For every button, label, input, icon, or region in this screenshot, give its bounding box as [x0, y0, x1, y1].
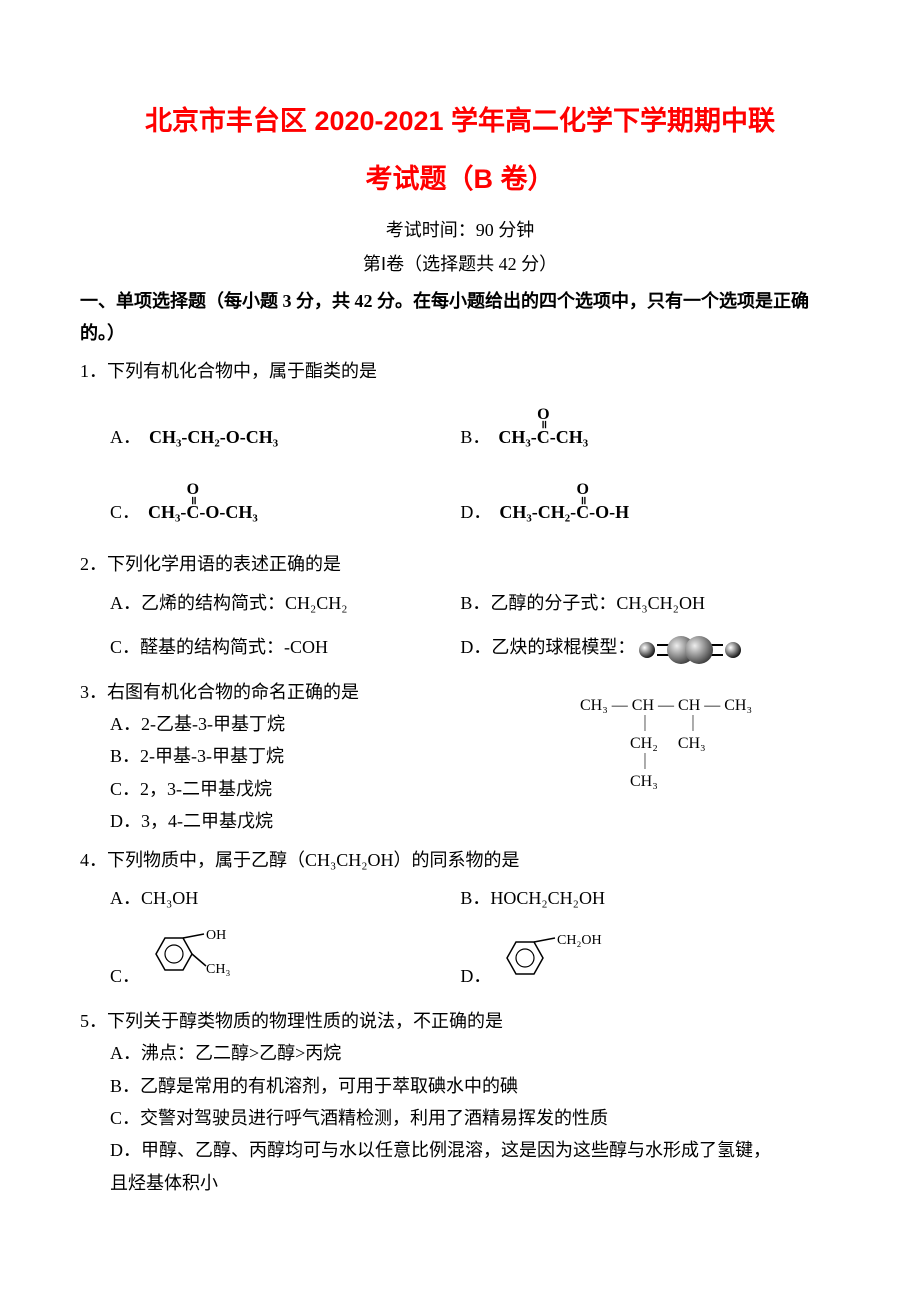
- q4-option-c: C． OH CH₃: [110, 926, 460, 992]
- q4d-sub: CH₂OH: [557, 933, 602, 948]
- q1-optC-suffix: -O-CH₃: [199, 502, 257, 522]
- q4-option-b: B．HOCH₂CH₂OH: [460, 882, 810, 914]
- q3-option-d: D．3，4-二甲基戊烷: [110, 805, 580, 837]
- question-3: 3．右图有机化合物的命名正确的是 A．2-乙基-3-甲基丁烷 B．2-甲基-3-…: [80, 676, 840, 838]
- q2-option-c: C．醛基的结构简式：-COH: [110, 631, 460, 663]
- question-2: 2．下列化学用语的表述正确的是 A．乙烯的结构简式：CH₂CH₂ B．乙醇的分子…: [80, 548, 840, 669]
- q1-optB-label: B．: [460, 421, 490, 453]
- carbonyl-icon: O॥C: [576, 483, 589, 520]
- q4-option-d: D． CH₂OH: [460, 926, 810, 992]
- q1-optD-prefix: CH₃-CH₂-: [499, 502, 576, 522]
- q4-optD-label: D．: [460, 960, 491, 992]
- q4-text: 4．下列物质中，属于乙醇（CH₃CH₂OH）的同系物的是: [80, 844, 840, 876]
- q4c-sub2: CH₃: [206, 962, 230, 977]
- q2-option-a: A．乙烯的结构简式：CH₂CH₂: [110, 587, 460, 619]
- q1-optD-suffix: -O-H: [589, 502, 629, 522]
- question-1: 1．下列有机化合物中，属于酯类的是 A． CH₃-CH₂-O-CH₃ B． CH…: [80, 355, 840, 534]
- q5-option-b: B．乙醇是常用的有机溶剂，可用于萃取碘水中的碘: [110, 1070, 840, 1102]
- q3-struct-r2l: CH₂: [630, 735, 658, 752]
- q1-optB-suffix: -CH₃: [550, 427, 588, 447]
- q3-struct-row1: CH₃ — CH — CH — CH₃: [580, 696, 840, 715]
- q1-optA-label: A．: [110, 421, 141, 453]
- q5-option-a: A．沸点：乙二醇>乙醇>丙烷: [110, 1037, 840, 1069]
- q3-option-c: C．2，3-二甲基戊烷: [110, 773, 580, 805]
- q2-option-b: B．乙醇的分子式：CH₃CH₂OH: [460, 587, 810, 619]
- q3-option-a: A．2-乙基-3-甲基丁烷: [110, 708, 580, 740]
- section1-title: 一、单项选择题（每小题 3 分，共 42 分。在每小题给出的四个选项中，只有一个…: [80, 285, 840, 350]
- part1-header: 第Ⅰ卷（选择题共 42 分）: [80, 248, 840, 280]
- q1-optD-label: D．: [460, 496, 491, 528]
- q3-text: 3．右图有机化合物的命名正确的是: [80, 676, 580, 708]
- q2-option-d: D．乙炔的球棍模型：: [460, 631, 810, 663]
- q2-optD-text: D．乙炔的球棍模型：: [460, 631, 635, 663]
- question-4: 4．下列物质中，属于乙醇（CH₃CH₂OH）的同系物的是 A．CH₃OH B．H…: [80, 844, 840, 999]
- carbonyl-icon: O॥C: [186, 483, 199, 520]
- q2-text: 2．下列化学用语的表述正确的是: [80, 548, 840, 580]
- q1-option-a: A． CH₃-CH₂-O-CH₃: [110, 408, 460, 453]
- q3-struct-r2r: CH₃: [678, 735, 706, 752]
- q1-optC-label: C．: [110, 496, 140, 528]
- q5-option-c: C．交警对驾驶员进行呼气酒精检测，利用了酒精易挥发的性质: [110, 1102, 840, 1134]
- q1-optA-formula: CH₃-CH₂-O-CH₃: [149, 421, 278, 453]
- ball-stick-model-icon: [639, 636, 741, 664]
- benzene-ring-icon: CH₂OH: [491, 932, 621, 992]
- exam-title-line2: 考试题（B 卷）: [80, 155, 840, 204]
- q1-option-c: C． CH₃-O॥C-O-CH₃: [110, 483, 460, 528]
- q1-option-d: D． CH₃-CH₂-O॥C-O-H: [460, 483, 810, 528]
- q3-option-b: B．2-甲基-3-甲基丁烷: [110, 740, 580, 772]
- q4-optC-label: C．: [110, 960, 140, 992]
- carbonyl-icon: O॥C: [537, 408, 550, 445]
- q5-option-d: D．甲醇、乙醇、丙醇均可与水以任意比例混溶，这是因为这些醇与水形成了氢键，且烃基…: [110, 1134, 840, 1199]
- benzene-ring-icon: OH CH₃: [140, 926, 250, 992]
- question-5: 5．下列关于醇类物质的物理性质的说法，不正确的是 A．沸点：乙二醇>乙醇>丙烷 …: [80, 1005, 840, 1199]
- q4-option-a: A．CH₃OH: [110, 882, 460, 914]
- exam-time: 考试时间：90 分钟: [80, 214, 840, 246]
- q1-optC-prefix: CH₃-: [148, 502, 186, 522]
- exam-title-line1: 北京市丰台区 2020-2021 学年高二化学下学期期中联: [80, 100, 840, 143]
- q1-optB-prefix: CH₃-: [498, 427, 536, 447]
- q3-structure: CH₃ — CH — CH — CH₃ ｜ ｜ CH₂ CH₃ ｜ CH₃: [580, 676, 840, 838]
- q3-struct-row3: CH₃: [580, 772, 840, 791]
- q1-option-b: B． CH₃-O॥C-CH₃: [460, 408, 810, 453]
- q5-text: 5．下列关于醇类物质的物理性质的说法，不正确的是: [80, 1005, 840, 1037]
- q4c-sub1: OH: [206, 928, 226, 943]
- q1-text: 1．下列有机化合物中，属于酯类的是: [80, 355, 840, 387]
